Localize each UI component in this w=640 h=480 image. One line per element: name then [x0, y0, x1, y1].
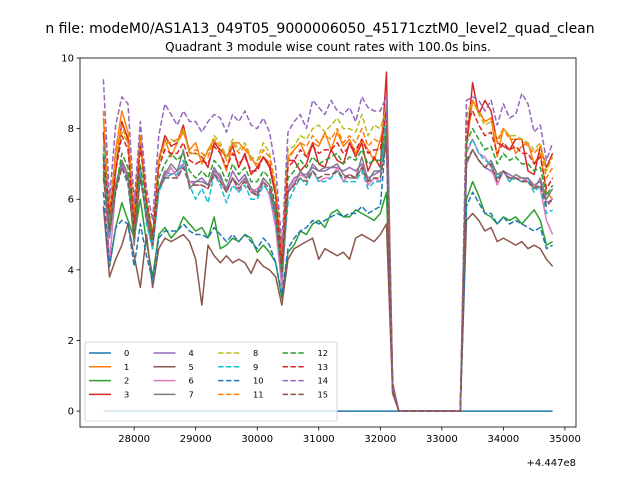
- legend-item-12[interactable]: 12: [282, 348, 329, 358]
- y-tick-label: 0: [68, 407, 74, 418]
- series-line-8: [102, 99, 554, 412]
- series-line-5: [102, 206, 554, 412]
- legend-label: 0: [124, 348, 129, 358]
- x-tick-label: 28000: [118, 434, 150, 445]
- legend-item-13[interactable]: 13: [282, 362, 329, 372]
- legend-item-14[interactable]: 14: [282, 376, 329, 386]
- legend-item-11[interactable]: 11: [218, 389, 264, 399]
- legend-label: 3: [124, 389, 129, 399]
- legend-item-6[interactable]: 6: [153, 376, 194, 386]
- legend-label: 6: [189, 376, 194, 386]
- legend-label: 10: [253, 376, 264, 386]
- y-tick-label: 10: [61, 54, 74, 65]
- legend-label: 5: [189, 362, 194, 372]
- x-tick-label: 30000: [241, 434, 273, 445]
- legend-label: 11: [253, 389, 264, 399]
- legend-item-2[interactable]: 2: [89, 376, 129, 386]
- series-line-7: [102, 131, 554, 412]
- chart-title: Quadrant 3 module wise count rates with …: [165, 40, 491, 54]
- series-layer: [102, 71, 554, 412]
- legend-item-1[interactable]: 1: [89, 362, 129, 372]
- legend-label: 12: [318, 348, 329, 358]
- legend-item-9[interactable]: 9: [218, 362, 258, 372]
- legend-label: 2: [124, 376, 129, 386]
- series-line-13: [102, 110, 554, 412]
- series-line-11: [102, 99, 554, 412]
- figure-suptitle: n file: modeM0/AS1A13_049T05_9000006050_…: [45, 21, 594, 37]
- legend-item-10[interactable]: 10: [218, 376, 264, 386]
- y-tick-label: 8: [68, 124, 74, 135]
- x-tick-label: 31000: [303, 434, 335, 445]
- legend-item-7[interactable]: 7: [153, 389, 194, 399]
- x-tick-label: 35000: [549, 434, 581, 445]
- x-axis-offset-label: +4.447e8: [526, 458, 576, 469]
- x-tick-label: 29000: [180, 434, 212, 445]
- legend-item-5[interactable]: 5: [153, 362, 194, 372]
- series-line-15: [102, 142, 554, 412]
- legend-label: 4: [189, 348, 194, 358]
- legend-item-8[interactable]: 8: [218, 348, 258, 358]
- x-axis: 28000 29000 30000 31000 32000 33000 34000 35000: [118, 427, 581, 445]
- legend-item-4[interactable]: 4: [153, 348, 194, 358]
- legend-item-3[interactable]: 3: [89, 389, 129, 399]
- y-axis: 0 2 4 6 8 10: [61, 54, 80, 418]
- legend-label: 9: [253, 362, 258, 372]
- x-tick-label: 34000: [487, 434, 519, 445]
- legend-item-0[interactable]: 0: [89, 348, 129, 358]
- series-line-10: [102, 131, 553, 412]
- series-line-2: [102, 153, 553, 412]
- x-tick-label: 32000: [364, 434, 396, 445]
- legend-label: 8: [253, 348, 258, 358]
- series-line-9: [102, 103, 553, 412]
- axes-frame: [79, 57, 577, 428]
- y-tick-label: 4: [68, 265, 74, 276]
- legend-item-15[interactable]: 15: [282, 389, 329, 399]
- series-line-14: [102, 79, 554, 412]
- plot-area: 28000 29000 30000 31000 32000 33000 34000 35000…: [61, 54, 581, 470]
- legend-label: 7: [189, 389, 194, 399]
- y-tick-label: 2: [68, 336, 74, 347]
- legend-frame: [84, 341, 338, 422]
- x-tick-label: 33000: [426, 434, 458, 445]
- legend-label: 15: [318, 389, 329, 399]
- legend-label: 1: [124, 362, 129, 372]
- legend-label: 13: [318, 362, 329, 372]
- legend-label: 14: [318, 376, 329, 386]
- y-tick-label: 6: [68, 195, 74, 206]
- series-line-12: [102, 124, 554, 412]
